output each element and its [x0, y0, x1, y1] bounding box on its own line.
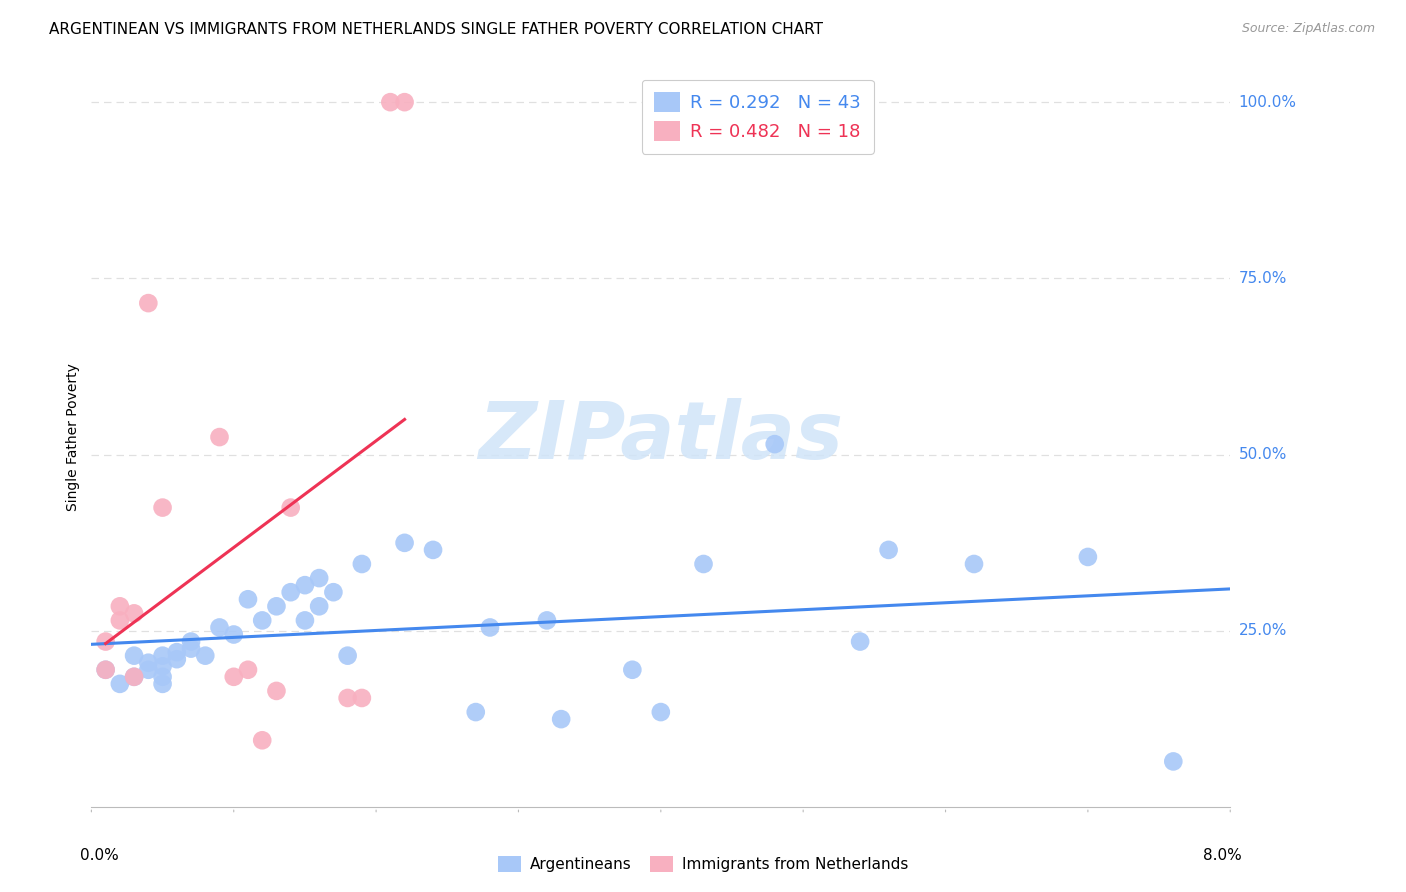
Point	[180, 634, 202, 648]
Point	[478, 620, 501, 634]
Point	[1161, 755, 1184, 769]
Text: 0.0%: 0.0%	[80, 848, 118, 863]
Point	[122, 607, 145, 621]
Point	[336, 648, 359, 663]
Point	[108, 614, 131, 628]
Point	[222, 670, 245, 684]
Point	[166, 645, 188, 659]
Point	[763, 437, 786, 451]
Text: 75.0%: 75.0%	[1239, 271, 1286, 286]
Point	[250, 733, 273, 747]
Y-axis label: Single Father Poverty: Single Father Poverty	[66, 363, 80, 511]
Point	[166, 652, 188, 666]
Point	[650, 705, 672, 719]
Point	[322, 585, 344, 599]
Point	[208, 430, 231, 444]
Point	[350, 690, 373, 705]
Point	[108, 599, 131, 614]
Point	[138, 663, 160, 677]
Point	[336, 690, 359, 705]
Legend: Argentineans, Immigrants from Netherlands: Argentineans, Immigrants from Netherland…	[491, 848, 915, 880]
Point	[138, 656, 160, 670]
Point	[152, 677, 174, 691]
Point	[152, 500, 174, 515]
Point	[536, 614, 558, 628]
Point	[180, 641, 202, 656]
Point	[94, 634, 117, 648]
Point	[550, 712, 572, 726]
Point	[380, 95, 402, 110]
Point	[236, 592, 259, 607]
Point	[122, 648, 145, 663]
Point	[266, 599, 288, 614]
Point	[152, 670, 174, 684]
Point	[877, 542, 900, 557]
Point	[236, 663, 259, 677]
Point	[422, 542, 444, 557]
Point	[294, 614, 316, 628]
Point	[152, 659, 174, 673]
Point	[308, 571, 330, 585]
Point	[94, 663, 117, 677]
Point	[108, 677, 131, 691]
Point	[394, 95, 416, 110]
Point	[394, 536, 416, 550]
Point	[222, 627, 245, 641]
Point	[350, 557, 373, 571]
Point	[250, 614, 273, 628]
Point	[1077, 549, 1099, 564]
Point	[692, 557, 714, 571]
Point	[280, 585, 302, 599]
Point	[294, 578, 316, 592]
Text: 8.0%: 8.0%	[1204, 848, 1241, 863]
Point	[621, 663, 644, 677]
Point	[194, 648, 217, 663]
Point	[963, 557, 986, 571]
Legend: R = 0.292   N = 43, R = 0.482   N = 18: R = 0.292 N = 43, R = 0.482 N = 18	[641, 79, 875, 153]
Point	[266, 684, 288, 698]
Point	[280, 500, 302, 515]
Text: 25.0%: 25.0%	[1239, 624, 1286, 639]
Point	[138, 296, 160, 310]
Text: 100.0%: 100.0%	[1239, 95, 1296, 110]
Point	[308, 599, 330, 614]
Text: ZIPatlas: ZIPatlas	[478, 398, 844, 476]
Point	[94, 663, 117, 677]
Point	[152, 648, 174, 663]
Text: ARGENTINEAN VS IMMIGRANTS FROM NETHERLANDS SINGLE FATHER POVERTY CORRELATION CHA: ARGENTINEAN VS IMMIGRANTS FROM NETHERLAN…	[49, 22, 823, 37]
Point	[208, 620, 231, 634]
Point	[849, 634, 872, 648]
Text: 50.0%: 50.0%	[1239, 447, 1286, 462]
Point	[122, 670, 145, 684]
Point	[464, 705, 486, 719]
Point	[122, 670, 145, 684]
Text: Source: ZipAtlas.com: Source: ZipAtlas.com	[1241, 22, 1375, 36]
